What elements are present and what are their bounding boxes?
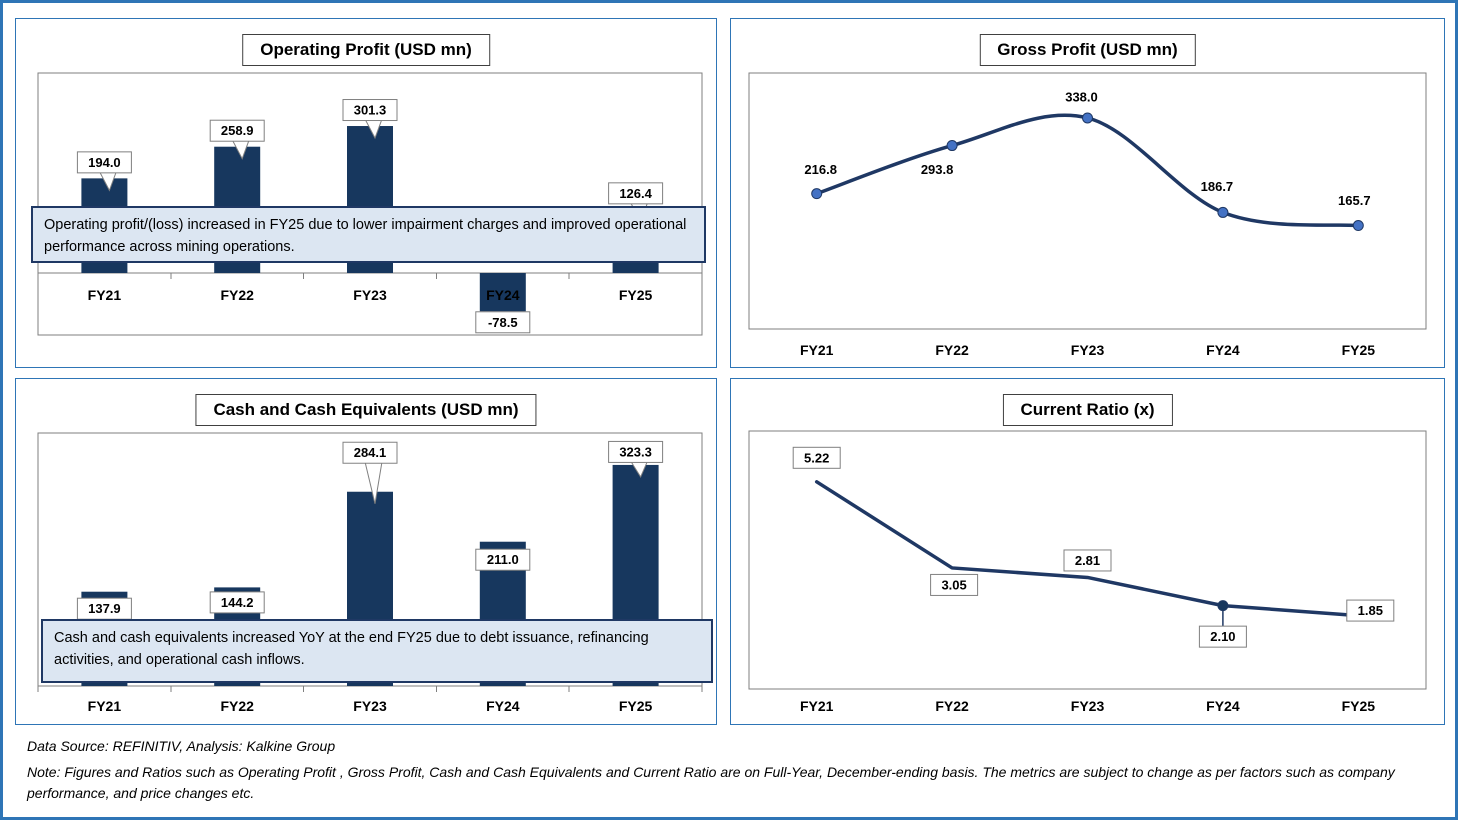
data-line <box>814 480 1361 618</box>
data-point-FY21 <box>811 188 823 200</box>
data-point-FY25 <box>1352 220 1364 232</box>
gross-profit-line-chart: FY21 FY22 FY23 FY24 FY25 216.8 293.8 338.0 186.7… <box>748 72 1427 358</box>
data-label-box <box>608 440 664 463</box>
data-label: 216.8 <box>804 162 837 177</box>
data-label: 2.10 <box>1210 629 1235 644</box>
x-tick-label: FY23 <box>353 287 387 303</box>
x-tick-label: FY21 <box>800 698 834 714</box>
data-label: 211.0 <box>487 552 519 567</box>
operating-profit-title: Operating Profit (USD mn) <box>242 34 490 66</box>
data-label: 323.3 <box>619 444 652 459</box>
data-label-box <box>1346 599 1395 622</box>
data-point-FY23 <box>1082 112 1093 124</box>
x-tick-label: FY23 <box>353 698 387 714</box>
data-label: 126.4 <box>619 186 652 201</box>
x-tick-label: FY24 <box>486 287 520 303</box>
x-tick-label: FY24 <box>1206 342 1240 358</box>
x-tick-label: FY23 <box>1071 698 1105 714</box>
disclaimer-text: Note: Figures and Ratios such as Operati… <box>27 764 1395 801</box>
data-label-box <box>209 591 265 614</box>
data-label: 194.0 <box>88 155 121 170</box>
x-tick-label: FY21 <box>88 287 122 303</box>
operating-profit-bar-chart: FY21 FY22 FY23 FY24 FY25 194.0 258.9 301.3 -78.5… <box>37 72 703 336</box>
data-label: -78.5 <box>488 315 518 330</box>
data-label: 284.1 <box>354 445 387 460</box>
data-label: 165.7 <box>1338 193 1371 208</box>
x-tick-label: FY24 <box>486 698 520 714</box>
data-label: 293.8 <box>921 162 954 177</box>
footer-notes: Data Source: REFINITIV, Analysis: Kalkin… <box>27 736 1441 804</box>
data-point-FY24 <box>1217 600 1229 612</box>
data-label-box <box>475 311 531 334</box>
data-label-box <box>76 151 132 174</box>
data-label: 2.81 <box>1075 553 1100 568</box>
x-tick-label: FY22 <box>935 698 969 714</box>
x-tick-label: FY25 <box>1342 342 1376 358</box>
x-tick-label: FY21 <box>800 342 834 358</box>
data-source-text: Data Source: REFINITIV, Analysis: Kalkin… <box>27 738 336 754</box>
panel-current-ratio: FY21 FY22 FY23 FY24 FY25 5.22 3.05 2.81 2.10 1.85… <box>730 378 1445 725</box>
data-label-box <box>792 446 841 469</box>
plot-area <box>748 72 1427 330</box>
x-tick-label: FY22 <box>220 287 254 303</box>
panel-operating-profit: FY21 FY22 FY23 FY24 FY25 194.0 258.9 301.3 -78.5… <box>15 18 717 368</box>
x-tick-label: FY25 <box>619 287 653 303</box>
data-label: 338.0 <box>1065 89 1098 104</box>
data-label-box <box>930 573 979 596</box>
data-label-box <box>1198 625 1247 648</box>
operating-profit-annotation: Operating profit/(loss) increased in FY2… <box>31 206 706 263</box>
bar-FY24 <box>479 273 526 312</box>
x-tick-label: FY25 <box>1342 698 1376 714</box>
x-tick-label: FY22 <box>935 342 969 358</box>
data-label: 186.7 <box>1201 179 1234 194</box>
gross-profit-title: Gross Profit (USD mn) <box>979 34 1196 66</box>
x-tick-label: FY22 <box>220 698 254 714</box>
data-label-box <box>342 99 398 122</box>
data-label-box <box>1063 549 1112 572</box>
current-ratio-title: Current Ratio (x) <box>1002 394 1173 426</box>
x-tick-label: FY21 <box>88 698 122 714</box>
cash-annotation: Cash and cash equivalents increased YoY … <box>41 619 713 683</box>
data-label-box <box>342 441 398 464</box>
x-tick-label: FY23 <box>1071 342 1105 358</box>
data-label: 144.2 <box>221 595 254 610</box>
data-label: 1.85 <box>1358 603 1383 618</box>
x-tick-label: FY25 <box>619 698 653 714</box>
panel-cash-and-cash-equivalents: FY21 FY22 FY23 FY24 FY25 137.9 144.2 284.1 211.0… <box>15 378 717 725</box>
data-label: 258.9 <box>221 123 254 138</box>
category-axis-strip <box>37 272 703 336</box>
data-label: 3.05 <box>941 577 966 592</box>
data-label: 137.9 <box>88 601 121 616</box>
data-label: 5.22 <box>804 450 829 465</box>
data-label-box <box>209 119 265 142</box>
cash-title: Cash and Cash Equivalents (USD mn) <box>195 394 537 426</box>
data-point-FY24 <box>1217 206 1229 218</box>
data-label-box <box>608 182 664 205</box>
panel-gross-profit: FY21 FY22 FY23 FY24 FY25 216.8 293.8 338.0 186.7… <box>730 18 1445 368</box>
data-label: 301.3 <box>354 103 387 118</box>
data-point-FY22 <box>946 140 958 152</box>
x-tick-label: FY24 <box>1206 698 1240 714</box>
current-ratio-line-chart: FY21 FY22 FY23 FY24 FY25 5.22 3.05 2.81 2.10 1.85 <box>748 430 1427 714</box>
data-label-box <box>475 548 531 571</box>
